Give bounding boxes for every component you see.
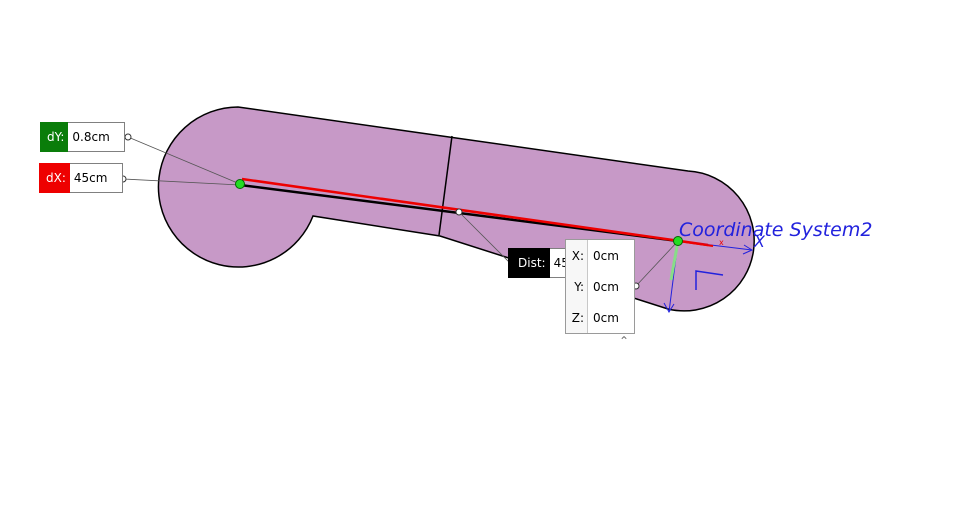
coord-row-y: Y: 0cm — [566, 271, 634, 302]
xyz-leader — [635, 240, 679, 287]
coord-row-x: X: 0cm — [566, 240, 634, 271]
axis-x-small-label: x — [719, 238, 724, 247]
split-line[interactable] — [438, 135, 453, 236]
dx-label: dX: — [39, 163, 70, 193]
measure-dx-line — [241, 177, 709, 247]
coordinate-system-triad-icon[interactable] — [663, 240, 754, 313]
dx-leader — [122, 178, 241, 186]
coord-z-value: 0cm — [593, 310, 619, 325]
dx-value: 45cm — [69, 163, 123, 193]
coordinate-system-label[interactable]: Coordinate System2 — [679, 219, 873, 241]
coord-y-label: Y: — [566, 271, 588, 302]
coord-x-label: X: — [566, 240, 588, 271]
coord-row-z: Z: 0cm — [566, 302, 634, 333]
axis-x-label: X — [753, 232, 766, 251]
coord-y-value: 0cm — [593, 279, 619, 294]
measure-point-end[interactable] — [673, 236, 683, 246]
measure-point-start[interactable] — [235, 179, 245, 189]
dy-value: 0.8cm — [68, 122, 126, 152]
dy-label: dY: — [40, 122, 69, 152]
dist-leader — [458, 211, 511, 264]
dist-label: Dist: — [508, 248, 550, 278]
dy-leader — [127, 136, 241, 185]
dy-measure-tag[interactable]: dY: 0.8cm — [40, 122, 128, 152]
coord-z-label: Z: — [566, 302, 588, 333]
coord-x-value: 0cm — [593, 248, 619, 263]
dx-measure-tag[interactable]: dX: 45cm — [39, 163, 123, 193]
point-coordinates-box[interactable]: X: 0cm Y: 0cm Z: 0cm — [565, 239, 635, 334]
dist-midpoint-handle[interactable] — [455, 208, 463, 216]
collapse-chevron-up-icon[interactable]: ⌃ — [618, 334, 630, 348]
